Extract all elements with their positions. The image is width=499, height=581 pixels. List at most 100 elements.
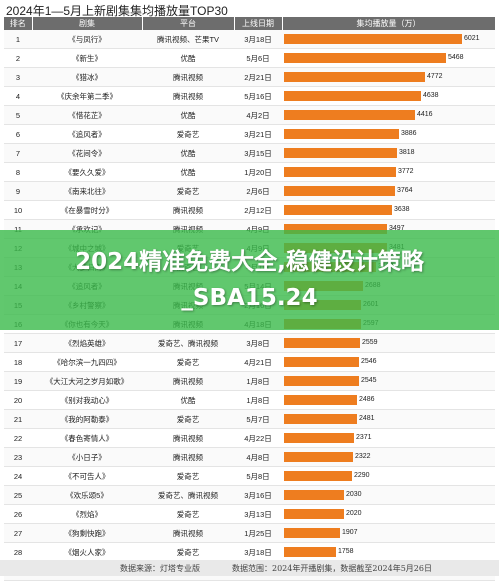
- views-bar: [284, 338, 360, 348]
- header-views: 集均播放量（万）: [282, 17, 496, 30]
- rank-cell: 3: [4, 67, 32, 87]
- views-bar: [284, 376, 359, 386]
- date-cell: 3月18日: [234, 30, 282, 49]
- platform-cell: 爱奇艺、腾讯视频: [142, 333, 234, 353]
- platform-cell: 腾讯视频: [142, 200, 234, 220]
- drama-cell: 《我的阿勒泰》: [32, 409, 142, 429]
- drama-cell: 《南来北往》: [32, 181, 142, 201]
- table-row: 21 《我的阿勒泰》 爱奇艺 5月7日 2481: [4, 409, 495, 429]
- table-row: 1 《与凤行》 腾讯视频、芒果TV 3月18日 6021: [4, 30, 495, 49]
- views-cell: 2486: [282, 390, 495, 410]
- drama-cell: 《大江大河之岁月如歌》: [32, 371, 142, 391]
- views-bar: [284, 414, 357, 424]
- views-cell: 2371: [282, 428, 495, 448]
- date-cell: 2月21日: [234, 67, 282, 87]
- platform-cell: 腾讯视频: [142, 428, 234, 448]
- drama-cell: 《烟火人家》: [32, 542, 142, 562]
- overlay-banner: 2024精准免费大全,稳健设计策略_SBA15.24: [0, 230, 499, 330]
- views-bar: [284, 34, 462, 44]
- date-cell: 3月21日: [234, 124, 282, 144]
- rank-cell: 1: [4, 30, 32, 49]
- platform-cell: 腾讯视频、芒果TV: [142, 30, 234, 49]
- table-row: 10 《在暴雪时分》 腾讯视频 2月12日 3638: [4, 200, 495, 220]
- drama-cell: 《烈焰》: [32, 504, 142, 524]
- drama-cell: 《追风者》: [32, 124, 142, 144]
- date-cell: 4月21日: [234, 352, 282, 372]
- table-row: 6 《追风者》 爱奇艺 3月21日 3886: [4, 124, 495, 144]
- drama-cell: 《烈焰英雄》: [32, 333, 142, 353]
- footer-range: 数据范围：2024年开播剧集，数据截至2024年5月26日: [232, 564, 432, 573]
- views-value: 2290: [354, 472, 370, 479]
- views-cell: 3772: [282, 162, 495, 182]
- views-cell: 2290: [282, 466, 495, 486]
- views-bar: [284, 433, 354, 443]
- platform-cell: 爱奇艺: [142, 409, 234, 429]
- rank-cell: 22: [4, 428, 32, 448]
- table-row: 2 《新生》 优酷 5月6日 5468: [4, 48, 495, 68]
- table-row: 18 《哈尔滨一九四四》 爱奇艺 4月21日 2546: [4, 352, 495, 372]
- rank-cell: 18: [4, 352, 32, 372]
- views-bar: [284, 148, 397, 158]
- drama-cell: 《要久久爱》: [32, 162, 142, 182]
- drama-cell: 《花间令》: [32, 143, 142, 163]
- platform-cell: 优酷: [142, 390, 234, 410]
- rank-cell: 28: [4, 542, 32, 562]
- date-cell: 3月13日: [234, 504, 282, 524]
- header-platform: 平台: [142, 17, 235, 30]
- date-cell: 2月12日: [234, 200, 282, 220]
- rank-cell: 2: [4, 48, 32, 68]
- views-bar: [284, 224, 387, 234]
- header-rank: 排名: [4, 17, 33, 30]
- drama-cell: 《小日子》: [32, 447, 142, 467]
- views-cell: 5468: [282, 48, 495, 68]
- views-cell: 1907: [282, 523, 495, 543]
- views-bar: [284, 509, 344, 519]
- platform-cell: 爱奇艺: [142, 542, 234, 562]
- views-value: 2546: [361, 358, 377, 365]
- rank-cell: 23: [4, 447, 32, 467]
- table-row: 20 《别对我动心》 优酷 1月8日 2486: [4, 390, 495, 410]
- platform-cell: 爱奇艺: [142, 466, 234, 486]
- drama-cell: 《别对我动心》: [32, 390, 142, 410]
- views-value: 1907: [342, 529, 358, 536]
- views-bar: [284, 186, 395, 196]
- drama-cell: 《新生》: [32, 48, 142, 68]
- views-cell: 6021: [282, 30, 495, 49]
- date-cell: 5月7日: [234, 409, 282, 429]
- views-value: 3818: [399, 149, 415, 156]
- views-cell: 3638: [282, 200, 495, 220]
- date-cell: 3月8日: [234, 333, 282, 353]
- views-cell: 2322: [282, 447, 495, 467]
- date-cell: 4月2日: [234, 105, 282, 125]
- views-bar: [284, 547, 336, 557]
- date-cell: 3月16日: [234, 485, 282, 505]
- drama-cell: 《庆余年第二季》: [32, 86, 142, 106]
- chart-title: 2024年1—5月上新剧集集均播放量TOP30: [6, 4, 228, 18]
- date-cell: 3月18日: [234, 542, 282, 562]
- banner-text: 2024精准免费大全,稳健设计策略_SBA15.24: [75, 249, 424, 311]
- table-row: 3 《猎冰》 腾讯视频 2月21日 4772: [4, 67, 495, 87]
- platform-cell: 爱奇艺: [142, 352, 234, 372]
- rank-cell: 24: [4, 466, 32, 486]
- platform-cell: 优酷: [142, 105, 234, 125]
- views-bar: [284, 167, 396, 177]
- views-value: 3497: [389, 225, 405, 232]
- table-row: 27 《狗剩快跑》 腾讯视频 1月25日 1907: [4, 523, 495, 543]
- views-cell: 1758: [282, 542, 495, 562]
- table-row: 7 《花间令》 优酷 3月15日 3818: [4, 143, 495, 163]
- table-row: 25 《欢乐颂5》 爱奇艺、腾讯视频 3月16日 2030: [4, 485, 495, 505]
- date-cell: 5月6日: [234, 48, 282, 68]
- table-row: 22 《春色寄情人》 腾讯视频 4月22日 2371: [4, 428, 495, 448]
- views-cell: 2481: [282, 409, 495, 429]
- rank-cell: 17: [4, 333, 32, 353]
- views-value: 2030: [346, 491, 362, 498]
- views-bar: [284, 490, 344, 500]
- views-value: 4638: [423, 92, 439, 99]
- drama-cell: 《惜花芷》: [32, 105, 142, 125]
- platform-cell: 爱奇艺、腾讯视频: [142, 485, 234, 505]
- views-bar: [284, 110, 415, 120]
- platform-cell: 爱奇艺: [142, 124, 234, 144]
- views-bar: [284, 91, 421, 101]
- rank-cell: 9: [4, 181, 32, 201]
- views-cell: 2546: [282, 352, 495, 372]
